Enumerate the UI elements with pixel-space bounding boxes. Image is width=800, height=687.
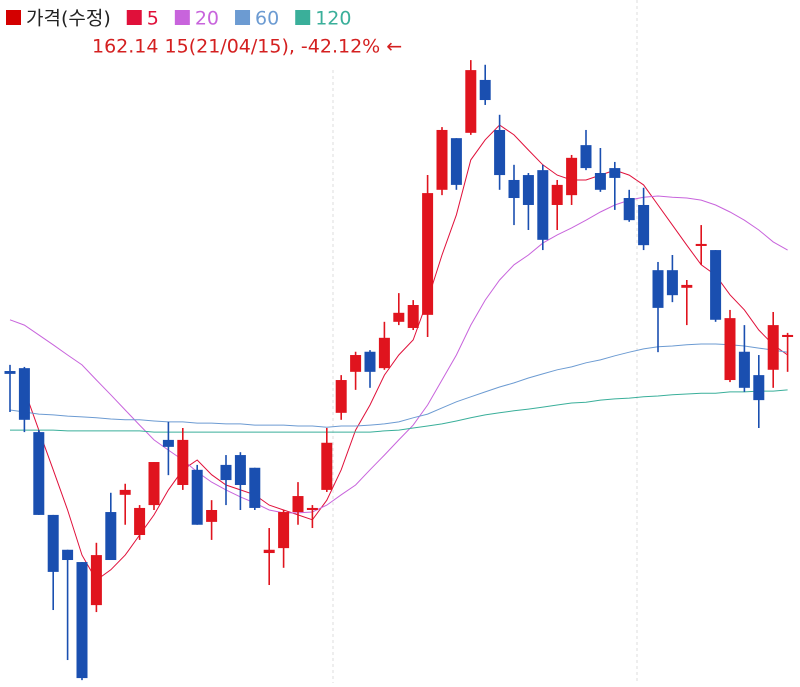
candle-body	[666, 270, 678, 296]
candle-body	[234, 455, 246, 485]
candle-body	[695, 243, 707, 246]
candle-body	[767, 325, 779, 370]
moving-average-line	[10, 389, 788, 433]
candle-body	[364, 351, 376, 372]
candle-body	[422, 193, 434, 315]
candle-body	[18, 368, 30, 420]
candle-body	[47, 514, 59, 572]
candle-body	[177, 439, 189, 485]
candle-body	[407, 305, 419, 328]
candle-body	[105, 512, 117, 561]
candle-body	[33, 432, 45, 515]
candle-body	[119, 489, 131, 495]
candle-body	[278, 512, 290, 549]
candle-body	[378, 337, 390, 369]
candle-body	[580, 145, 592, 169]
candle-body	[76, 562, 88, 679]
candle-body	[537, 170, 549, 240]
legend-swatch	[295, 10, 311, 25]
candle-body	[436, 129, 448, 190]
candle-body	[594, 173, 606, 190]
legend-swatch	[235, 10, 251, 25]
candle-body	[753, 375, 765, 401]
candle-body	[724, 318, 736, 381]
legend-label: 120	[315, 8, 351, 30]
legend-label: 가격(수정)	[26, 8, 111, 30]
candle-body	[522, 175, 534, 205]
candle-body	[508, 179, 520, 199]
legend-label: 20	[195, 8, 219, 30]
candle-body	[609, 168, 621, 178]
legend-swatch	[6, 10, 21, 25]
candle-body	[566, 157, 578, 196]
annotation: 162.14 15(21/04/15), -42.12% ←	[92, 36, 402, 58]
candle-body	[292, 496, 304, 513]
candle-body	[479, 79, 491, 101]
candle-body	[4, 371, 16, 374]
candle-body	[90, 555, 102, 606]
candle-body	[162, 439, 174, 447]
candle-body	[465, 70, 477, 133]
legend-swatch	[126, 10, 142, 25]
candle-body	[681, 284, 693, 288]
candle-body	[206, 509, 218, 522]
candle-body	[393, 312, 405, 322]
candle-body	[335, 380, 347, 413]
candle-body	[220, 464, 232, 481]
legend-swatch	[174, 10, 190, 25]
candle-body	[494, 129, 506, 176]
candle-body	[623, 198, 635, 221]
candle-body	[551, 184, 563, 205]
legend-label: 60	[255, 8, 279, 30]
candle-body	[782, 334, 794, 337]
moving-average-line	[9, 343, 788, 428]
candle-body	[148, 462, 160, 506]
candle-body	[249, 467, 261, 508]
candle-body	[350, 355, 362, 372]
candle-body	[191, 469, 203, 525]
candle-body	[450, 138, 462, 185]
candle-body	[321, 442, 333, 490]
candle-body	[62, 549, 74, 561]
moving-average-line	[23, 124, 788, 581]
candle-body	[638, 204, 650, 246]
candle-body	[263, 549, 275, 554]
candle-body	[710, 250, 722, 320]
candle-body	[134, 507, 146, 536]
candle-body	[306, 507, 318, 510]
legend: 가격(수정) 5 20 60 120	[6, 8, 351, 30]
candle-body	[738, 351, 750, 388]
legend-label: 5	[147, 8, 159, 30]
candle-body	[652, 270, 664, 308]
moving-average-line	[9, 195, 788, 514]
plot	[4, 60, 794, 681]
